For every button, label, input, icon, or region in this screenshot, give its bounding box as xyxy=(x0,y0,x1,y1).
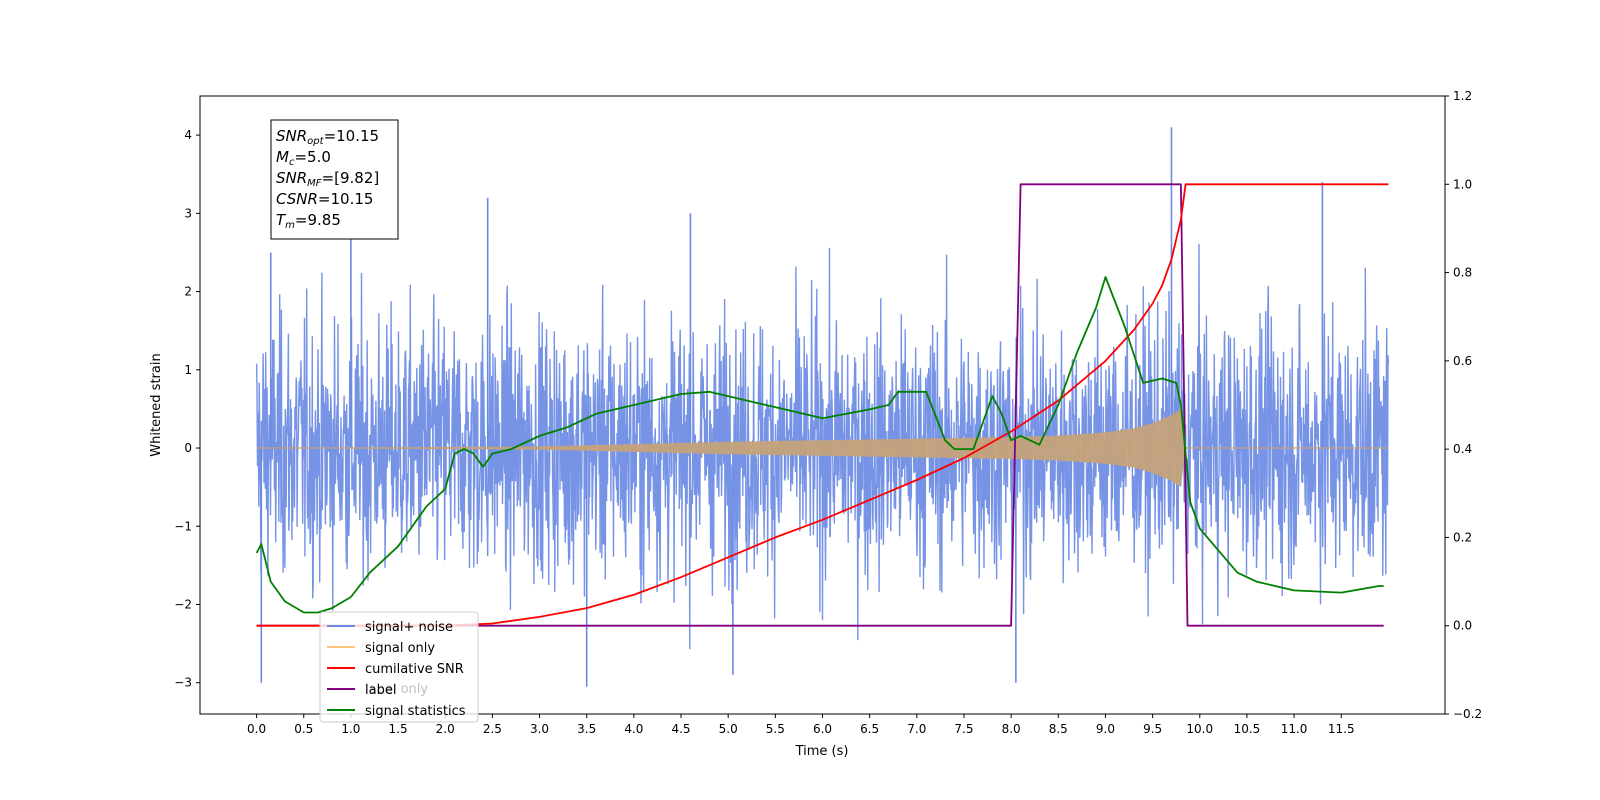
y-tick-label: −1 xyxy=(174,519,192,533)
signal-noise-series xyxy=(255,127,1390,687)
signal-statistics-line xyxy=(255,276,1384,614)
x-tick-label: 4.0 xyxy=(624,722,643,736)
x-tick-label: 7.5 xyxy=(954,722,973,736)
annotation-line: SNRMF=[9.82] xyxy=(276,169,379,189)
label-line xyxy=(256,183,1384,627)
y-tick-label: 1 xyxy=(184,363,192,377)
y2-tick-label: 0.4 xyxy=(1453,442,1472,456)
legend-items: signal+ noise signal only cumilative SNR la… xyxy=(327,620,466,719)
y-tick-label: −2 xyxy=(174,597,192,611)
x-tick-label: 3.5 xyxy=(577,722,596,736)
annotation-line: CSNR=10.15 xyxy=(276,190,373,208)
y-axis-label: Whitened strain xyxy=(149,353,164,456)
x-tick-label: 8.5 xyxy=(1049,722,1068,736)
x-tick-label: 0.0 xyxy=(247,722,266,736)
y-tick-label: 0 xyxy=(184,441,192,455)
signal-noise-line xyxy=(255,243,1390,650)
y-tick-label: 4 xyxy=(184,128,192,142)
annotation-line: Mc=5.0 xyxy=(276,148,331,168)
x-tick-label: 11.0 xyxy=(1281,722,1308,736)
x-tick-label: 10.0 xyxy=(1186,722,1213,736)
y-axis-ticks: −3 −2 −1 0 1 2 3 4 xyxy=(174,128,200,690)
x-tick-label: 6.5 xyxy=(860,722,879,736)
annotation-line: Tm=9.85 xyxy=(276,211,341,231)
y-tick-label: 2 xyxy=(184,285,192,299)
x-tick-label: 8.0 xyxy=(1002,722,1021,736)
y2-tick-label: 0.2 xyxy=(1453,530,1472,544)
x-tick-label: 11.5 xyxy=(1328,722,1355,736)
x-tick-label: 9.5 xyxy=(1143,722,1162,736)
y2-tick-label: 0.8 xyxy=(1453,266,1472,280)
cumilative-SNR-line xyxy=(256,183,1389,627)
x-axis-label: Time (s) xyxy=(795,744,849,759)
signal-only-series xyxy=(256,408,1389,488)
y2-tick-label: 0.6 xyxy=(1453,354,1472,368)
x-tick-label: 2.0 xyxy=(436,722,455,736)
legend-label: signal statistics xyxy=(365,704,466,719)
y-tick-label: −3 xyxy=(174,676,192,690)
y-tick-label: 3 xyxy=(184,206,192,220)
x-tick-label: 5.5 xyxy=(766,722,785,736)
legend-label: signal only xyxy=(365,641,435,656)
x-tick-label: 1.5 xyxy=(389,722,408,736)
x-tick-label: 6.0 xyxy=(813,722,832,736)
legend: label only signal+ noise signal only cumil… xyxy=(319,611,479,723)
legend-frame xyxy=(319,611,479,723)
x-tick-label: 1.0 xyxy=(341,722,360,736)
y2-tick-label: 0.0 xyxy=(1453,619,1472,633)
x-tick-label: 0.5 xyxy=(294,722,313,736)
annotation-line: SNRopt=10.15 xyxy=(276,127,379,147)
annotation-box: SNRopt=10.15Mc=5.0SNRMF=[9.82]CSNR=10.15… xyxy=(270,119,399,240)
y2-tick-label: 1.2 xyxy=(1453,89,1472,103)
x-tick-label: 2.5 xyxy=(483,722,502,736)
legend-label: signal+ noise xyxy=(365,620,453,635)
x-tick-label: 3.0 xyxy=(530,722,549,736)
x-tick-label: 5.0 xyxy=(719,722,738,736)
x-tick-label: 9.0 xyxy=(1096,722,1115,736)
y2-tick-label: −0.2 xyxy=(1453,707,1482,721)
annotation-frame xyxy=(270,119,399,240)
annotation-lines: SNRopt=10.15Mc=5.0SNRMF=[9.82]CSNR=10.15… xyxy=(276,127,379,231)
y2-axis-ticks: −0.2 0.0 0.2 0.4 0.6 0.8 1.0 1.2 xyxy=(1445,89,1482,721)
legend-label: label xyxy=(365,683,396,698)
legend-ghost-text: label only xyxy=(365,682,428,697)
legend-label: cumilative SNR xyxy=(365,662,464,677)
right-axis-series xyxy=(255,183,1389,627)
y2-tick-label: 1.0 xyxy=(1453,177,1472,191)
x-tick-label: 4.5 xyxy=(671,722,690,736)
x-tick-label: 10.5 xyxy=(1234,722,1261,736)
x-tick-label: 7.0 xyxy=(907,722,926,736)
